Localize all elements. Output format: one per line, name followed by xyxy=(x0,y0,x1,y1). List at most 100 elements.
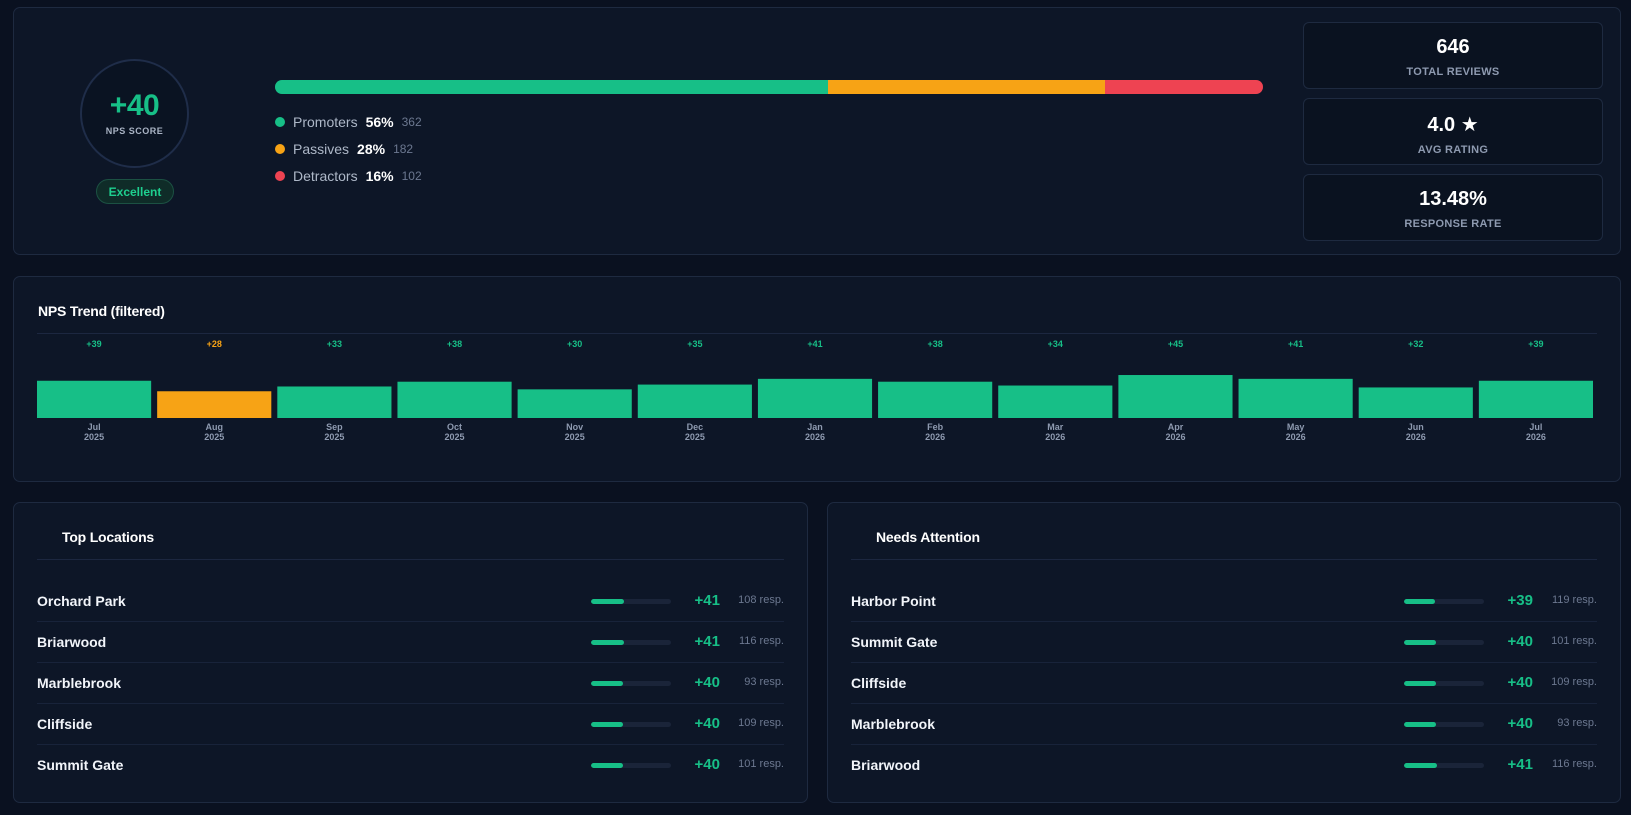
location-score-bar xyxy=(1404,763,1484,768)
location-score-fill xyxy=(591,681,623,686)
location-row[interactable]: Marblebrook +40 93 resp. xyxy=(851,704,1597,745)
location-row[interactable]: Briarwood +41 116 resp. xyxy=(851,745,1597,786)
location-name: Marblebrook xyxy=(851,716,936,732)
location-score-bar xyxy=(591,722,671,727)
location-responses: 116 resp. xyxy=(738,635,784,647)
top-locations-title: Top Locations xyxy=(62,529,155,545)
nps-score-ring: +40 NPS SCORE xyxy=(80,59,189,168)
trend-value-label: +39 xyxy=(1528,339,1543,349)
location-score-fill xyxy=(1404,599,1436,604)
trend-month-label: Jun xyxy=(1408,422,1424,432)
location-score-fill xyxy=(591,599,624,604)
location-row[interactable]: Summit Gate +40 101 resp. xyxy=(851,622,1597,663)
trend-month-label: Apr xyxy=(1168,422,1184,432)
location-row[interactable]: Harbor Point +39 119 resp. xyxy=(851,581,1597,622)
location-score-bar xyxy=(1404,722,1484,727)
kpi-response-rate: 13.48% RESPONSE RATE xyxy=(1303,174,1603,241)
trend-bar xyxy=(637,384,752,418)
location-score: +40 xyxy=(694,715,720,732)
nps-trend-card: NPS Trend (filtered) +39 Jul 2025 +28 Aug 202… xyxy=(13,276,1621,482)
trend-month-label: Jul xyxy=(1529,422,1542,432)
trend-month-label: Feb xyxy=(927,422,944,432)
legend-count: 182 xyxy=(393,141,414,156)
location-row[interactable]: Summit Gate +40 101 resp. xyxy=(37,745,784,786)
location-score-bar xyxy=(1404,681,1484,686)
nps-score-label: NPS SCORE xyxy=(105,126,164,136)
location-responses: 101 resp. xyxy=(738,758,784,770)
kpi-value: 4.0 ★ xyxy=(1427,114,1479,136)
trend-value-label: +35 xyxy=(687,339,702,349)
location-row[interactable]: Marblebrook +40 93 resp. xyxy=(37,663,784,704)
distribution-legend: Promoters 56% 362 Passives 28% 182 Detra… xyxy=(275,108,422,189)
location-score-fill xyxy=(1404,681,1436,686)
trend-value-label: +33 xyxy=(327,339,342,349)
trend-year-label: 2025 xyxy=(204,432,224,442)
location-row[interactable]: Cliffside +40 109 resp. xyxy=(37,704,784,745)
legend-item-passives: Passives 28% 182 xyxy=(275,135,422,162)
location-row[interactable]: Briarwood +41 116 resp. xyxy=(37,622,784,663)
trend-bar xyxy=(397,381,512,418)
trend-bar xyxy=(998,385,1113,418)
trend-divider xyxy=(37,333,1597,334)
location-responses: 119 resp. xyxy=(1551,594,1597,606)
trend-bar xyxy=(878,381,993,418)
trend-month-label: Jan xyxy=(807,422,823,432)
location-row[interactable]: Orchard Park +41 108 resp. xyxy=(37,581,784,622)
location-responses: 109 resp. xyxy=(1551,676,1597,688)
location-name: Summit Gate xyxy=(851,634,938,650)
legend-percent: 16% xyxy=(365,167,394,184)
kpi-avg-rating: 4.0 ★ AVG RATING xyxy=(1303,98,1603,165)
legend-count: 102 xyxy=(401,168,422,183)
trend-month-label: Mar xyxy=(1047,422,1064,432)
trend-bar xyxy=(37,380,152,418)
trend-month-label: Aug xyxy=(205,422,223,432)
location-score-fill xyxy=(1404,640,1436,645)
nps-summary-card: +40 NPS SCORE Excellent Promoters 56% 36… xyxy=(13,7,1621,255)
detractors-dot-icon xyxy=(275,170,285,181)
legend-item-detractors: Detractors 16% 102 xyxy=(275,162,422,189)
location-score-bar xyxy=(1404,640,1484,645)
location-score-fill xyxy=(591,640,624,645)
trend-month-label: Jul xyxy=(88,422,101,432)
trend-bar xyxy=(1238,378,1353,418)
legend-label: Detractors xyxy=(293,167,358,184)
location-responses: 93 resp. xyxy=(744,676,784,688)
trend-year-label: 2026 xyxy=(1286,432,1306,442)
trend-year-label: 2026 xyxy=(1526,432,1546,442)
location-score-bar xyxy=(591,763,671,768)
location-score-fill xyxy=(591,722,623,727)
trend-value-label: +30 xyxy=(567,339,582,349)
trend-year-label: 2025 xyxy=(685,432,705,442)
location-row[interactable]: Cliffside +40 109 resp. xyxy=(851,663,1597,704)
detractors-segment xyxy=(1104,80,1263,94)
location-score-bar xyxy=(591,681,671,686)
location-score-bar xyxy=(1404,599,1484,604)
trend-bar xyxy=(757,378,873,418)
passives-dot-icon xyxy=(275,143,285,154)
location-responses: 116 resp. xyxy=(1551,758,1597,770)
trend-year-label: 2025 xyxy=(445,432,465,442)
trend-value-label: +38 xyxy=(447,339,462,349)
nps-trend-chart: +39Jul2025+28Aug2025+33Sep2025+38Oct2025… xyxy=(37,339,1593,442)
kpi-label: TOTAL REVIEWS xyxy=(1406,66,1500,78)
trend-value-label: +32 xyxy=(1408,339,1423,349)
trend-year-label: 2025 xyxy=(565,432,585,442)
legend-percent: 28% xyxy=(357,140,386,157)
kpi-total-reviews: 646 TOTAL REVIEWS xyxy=(1303,22,1603,89)
trend-year-label: 2026 xyxy=(1406,432,1426,442)
top-locations-card: Top Locations Orchard Park +41 108 resp.… xyxy=(13,502,808,803)
top-locations-divider xyxy=(37,559,784,560)
location-score: +41 xyxy=(1507,756,1533,773)
location-name: Cliffside xyxy=(37,716,93,732)
trend-month-label: Dec xyxy=(687,422,704,432)
promoters-segment xyxy=(275,80,829,94)
trend-year-label: 2026 xyxy=(805,432,825,442)
trend-title: NPS Trend (filtered) xyxy=(38,303,165,319)
trend-month-label: May xyxy=(1287,422,1305,432)
top-locations-list: Orchard Park +41 108 resp. Briarwood +41… xyxy=(37,581,784,786)
needs-attention-card: Needs Attention Harbor Point +39 119 res… xyxy=(827,502,1621,803)
needs-attention-divider xyxy=(851,559,1597,560)
legend-label: Passives xyxy=(293,140,350,157)
trend-value-label: +28 xyxy=(207,339,222,349)
location-score-fill xyxy=(1404,722,1436,727)
